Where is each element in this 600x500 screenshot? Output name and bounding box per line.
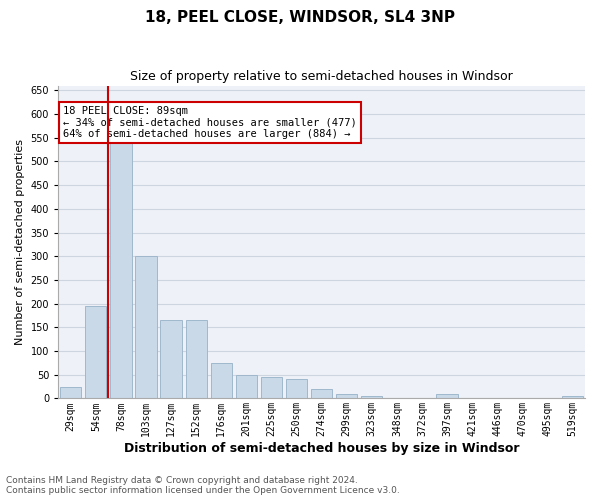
Title: Size of property relative to semi-detached houses in Windsor: Size of property relative to semi-detach…: [130, 70, 513, 83]
Bar: [85, 306, 106, 398]
Bar: [261, 377, 282, 398]
Bar: [311, 389, 332, 398]
Text: Contains HM Land Registry data © Crown copyright and database right 2024.
Contai: Contains HM Land Registry data © Crown c…: [6, 476, 400, 495]
Bar: [60, 386, 82, 398]
Bar: [236, 374, 257, 398]
X-axis label: Distribution of semi-detached houses by size in Windsor: Distribution of semi-detached houses by …: [124, 442, 520, 455]
Bar: [185, 320, 207, 398]
Bar: [286, 380, 307, 398]
Bar: [136, 256, 157, 398]
Bar: [361, 396, 382, 398]
Text: 18 PEEL CLOSE: 89sqm
← 34% of semi-detached houses are smaller (477)
64% of semi: 18 PEEL CLOSE: 89sqm ← 34% of semi-detac…: [64, 106, 357, 139]
Bar: [211, 363, 232, 398]
Bar: [436, 394, 458, 398]
Text: 18, PEEL CLOSE, WINDSOR, SL4 3NP: 18, PEEL CLOSE, WINDSOR, SL4 3NP: [145, 10, 455, 25]
Bar: [562, 396, 583, 398]
Bar: [336, 394, 358, 398]
Y-axis label: Number of semi-detached properties: Number of semi-detached properties: [15, 139, 25, 345]
Bar: [110, 104, 131, 399]
Bar: [160, 320, 182, 398]
